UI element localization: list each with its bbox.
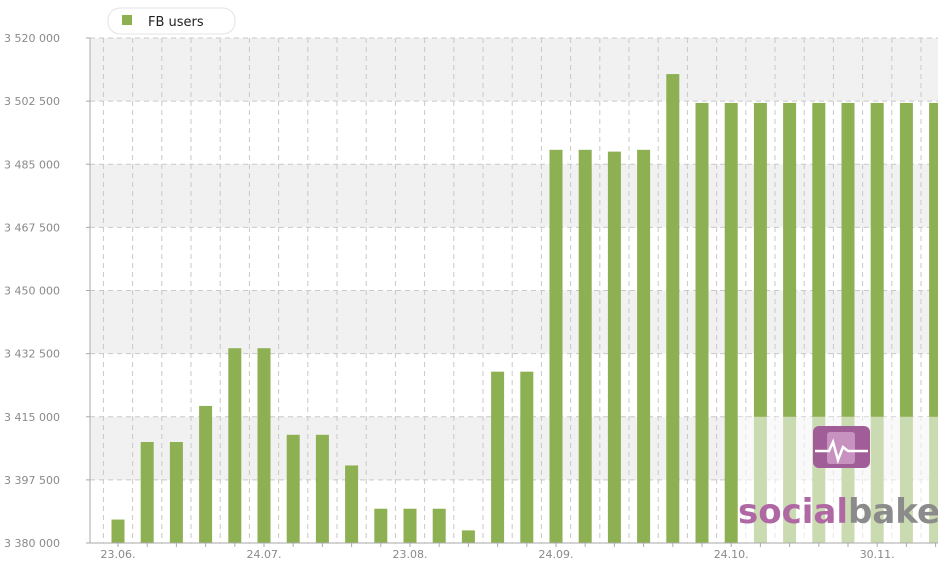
y-tick-label: 3 415 000 (4, 411, 60, 424)
axes (86, 37, 938, 547)
legend-label: FB users (148, 15, 204, 30)
bar (286, 434, 300, 543)
x-tick-label: 30.11. (860, 548, 895, 561)
bar (432, 508, 446, 543)
alternating-bands (90, 38, 938, 480)
y-tick-label: 3 502 500 (4, 95, 60, 108)
bar (929, 102, 938, 543)
bar (374, 508, 388, 543)
legend[interactable]: FB users (107, 7, 236, 35)
y-tick-label: 3 432 500 (4, 348, 60, 361)
bar (491, 371, 505, 543)
x-tick-label: 24.09. (539, 548, 574, 561)
bar (520, 371, 534, 543)
y-tick-label: 3 485 000 (4, 158, 60, 171)
bar (257, 348, 271, 543)
watermark-bakers-text: bakers (848, 492, 938, 532)
legend-box (107, 7, 236, 35)
grid-band (90, 164, 938, 228)
bar (403, 508, 417, 543)
y-tick-label: 3 397 500 (4, 474, 60, 487)
watermark-social-text: social (738, 492, 848, 532)
y-tick-label: 3 380 000 (4, 537, 60, 550)
bar (549, 149, 563, 544)
bar (637, 149, 651, 544)
grid-band (90, 290, 938, 354)
bar (461, 530, 475, 543)
y-tick-label: 3 450 000 (4, 285, 60, 298)
y-tick-label: 3 520 000 (4, 32, 60, 45)
bar (169, 442, 183, 543)
y-tick-label: 3 467 500 (4, 221, 60, 234)
x-axis-tick-labels: 23.06. 24.07. 23.08. 24.09. 24.10. 30.11. (101, 548, 895, 561)
x-tick-label: 24.10. (714, 548, 749, 561)
bar (695, 102, 709, 543)
heartbeat-logo-icon (813, 426, 870, 468)
bar (228, 348, 242, 543)
bar (111, 519, 125, 543)
bar (666, 74, 680, 544)
y-axis-tick-labels: 3 380 000 3 397 500 3 415 000 3 432 500 3 45… (4, 32, 60, 550)
bar (607, 151, 621, 543)
bar (315, 434, 329, 543)
bar (345, 465, 359, 543)
x-tick-label: 23.08. (393, 548, 428, 561)
bar (578, 149, 592, 544)
x-tick-label: 23.06. (101, 548, 136, 561)
bar (140, 442, 154, 543)
svg-text:socialbakers: socialbakers (738, 492, 938, 532)
bar (199, 405, 213, 543)
grid-band (90, 38, 938, 102)
legend-swatch (122, 15, 132, 25)
bar (724, 102, 738, 543)
x-tick-label: 24.07. (247, 548, 282, 561)
socialbakers-watermark: socialbakers (738, 416, 938, 543)
